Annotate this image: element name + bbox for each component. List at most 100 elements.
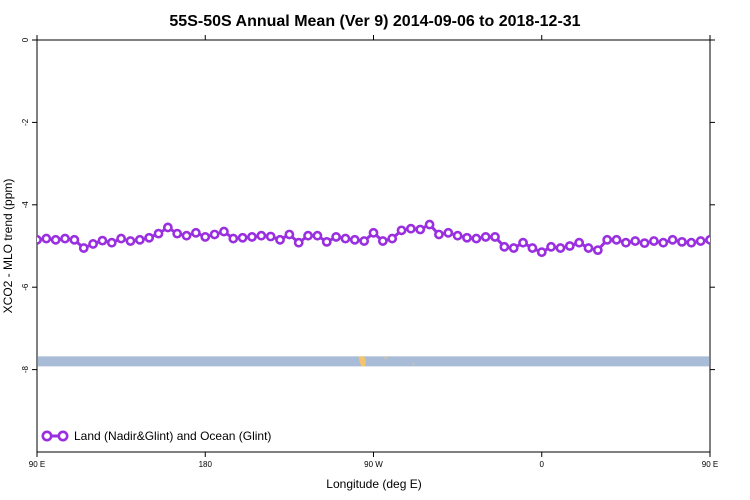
series-layer: [37, 219, 750, 258]
data-point: [144, 232, 155, 243]
data-point: [639, 238, 650, 249]
data-point: [181, 230, 192, 241]
data-point: [340, 233, 351, 244]
data-point: [134, 234, 145, 245]
data-point: [293, 237, 304, 248]
data-point: [106, 237, 117, 248]
data-point: [705, 234, 710, 245]
data-point: [462, 232, 472, 243]
data-point: [564, 241, 575, 251]
data-point: [508, 243, 519, 253]
data-point: [658, 237, 669, 248]
data-point: [172, 228, 183, 239]
data-point: [415, 224, 426, 235]
data-point: [716, 236, 723, 243]
data-point: [649, 236, 659, 246]
chart-title: 55S-50S Annual Mean (Ver 9) 2014-09-06 t…: [169, 13, 580, 30]
data-point: [50, 234, 61, 245]
data-point: [331, 232, 342, 242]
data-point: [471, 233, 482, 244]
data-point: [667, 234, 678, 245]
data-point: [256, 230, 267, 241]
data-point: [116, 233, 127, 244]
data-point: [677, 236, 687, 247]
y-axis-label: XCO2 - MLO trend (ppm): [1, 179, 15, 314]
data-point: [200, 232, 211, 242]
data-point: [555, 243, 566, 253]
land-patch: [384, 357, 387, 359]
data-point: [312, 230, 323, 241]
y-tick-label: -4: [21, 201, 30, 209]
plot-area-border: [36, 39, 711, 453]
data-point: [480, 232, 491, 242]
series-0: [37, 219, 750, 258]
data-point: [574, 237, 585, 248]
data-point: [284, 229, 295, 240]
data-point: [611, 234, 622, 245]
legend-label: Land (Nadir&Glint) and Ocean (Glint): [74, 429, 271, 443]
data-point: [695, 236, 706, 246]
data-point: [60, 233, 70, 244]
data-point: [275, 234, 285, 245]
data-point: [377, 236, 388, 246]
data-point: [686, 237, 697, 248]
legend-marker-right: [57, 430, 69, 442]
legend-marker-left: [41, 430, 53, 442]
y-axis: 0 -2 -4 -6 -8: [21, 37, 715, 373]
data-point: [125, 236, 136, 246]
y-tick-label: -8: [21, 365, 30, 373]
x-tick-label: 90 W: [364, 460, 383, 469]
x-tick-label: 180: [199, 460, 213, 469]
data-point: [153, 228, 164, 239]
data-point: [303, 230, 313, 241]
data-point: [630, 236, 641, 246]
data-point: [725, 235, 732, 242]
land-patch: [358, 356, 367, 367]
data-point: [499, 241, 510, 252]
land-patch: [412, 363, 415, 365]
data-point: [69, 234, 80, 245]
data-point: [592, 245, 603, 256]
data-point: [396, 225, 407, 236]
x-axis-label: Longitude (deg E): [326, 477, 421, 491]
data-point: [744, 244, 750, 251]
data-point: [527, 243, 538, 253]
data-point: [620, 237, 631, 248]
data-point: [321, 236, 332, 247]
data-point: [490, 232, 500, 242]
data-point: [209, 229, 220, 240]
y-tick-label: 0: [21, 37, 30, 42]
data-point: [443, 227, 454, 238]
legend: Land (Nadir&Glint) and Ocean (Glint): [41, 429, 271, 443]
data-point: [387, 233, 398, 244]
data-point: [78, 243, 89, 253]
y-tick-label: -6: [21, 283, 30, 291]
data-point: [405, 223, 416, 234]
data-point: [583, 243, 594, 253]
data-point: [424, 219, 435, 230]
data-point: [219, 226, 229, 237]
data-point: [349, 234, 360, 245]
x-tick-label: 90 E: [702, 460, 718, 469]
data-point: [97, 235, 108, 246]
data-point: [228, 233, 239, 244]
data-point: [237, 232, 248, 243]
data-point: [434, 229, 444, 240]
ocean-strip: [38, 356, 709, 367]
data-point: [88, 239, 98, 249]
data-point: [536, 247, 547, 258]
data-point: [368, 227, 379, 238]
x-tick-label: 90 E: [29, 460, 45, 469]
data-point: [546, 241, 556, 252]
data-point: [265, 231, 276, 242]
data-point: [41, 233, 52, 244]
data-point: [602, 234, 613, 245]
data-point: [191, 227, 201, 238]
data-point: [37, 234, 42, 245]
data-point: [518, 237, 528, 248]
data-point: [247, 232, 257, 242]
data-point: [452, 230, 463, 241]
data-point: [734, 236, 741, 243]
x-axis: 90 E 180 90 W 0 90 E: [29, 35, 718, 469]
